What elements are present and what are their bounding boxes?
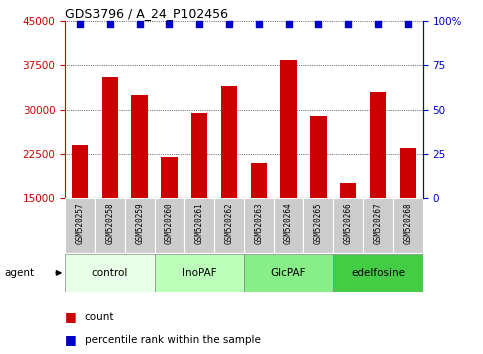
Text: percentile rank within the sample: percentile rank within the sample <box>85 335 260 345</box>
Text: GSM520261: GSM520261 <box>195 202 204 244</box>
Bar <box>340 183 356 198</box>
Bar <box>155 254 244 292</box>
Bar <box>244 198 274 253</box>
Text: ■: ■ <box>65 310 77 323</box>
Point <box>106 21 114 27</box>
Text: control: control <box>92 268 128 278</box>
Point <box>76 21 84 27</box>
Bar <box>251 163 267 198</box>
Text: GlcPAF: GlcPAF <box>271 268 306 278</box>
Text: GSM520258: GSM520258 <box>105 202 114 244</box>
Bar <box>185 198 214 253</box>
Bar <box>191 113 207 198</box>
Text: GSM520268: GSM520268 <box>403 202 412 244</box>
Bar <box>214 198 244 253</box>
Bar <box>393 198 423 253</box>
Text: GSM520265: GSM520265 <box>314 202 323 244</box>
Text: GDS3796 / A_24_P102456: GDS3796 / A_24_P102456 <box>65 7 228 20</box>
Bar <box>65 198 95 253</box>
Text: GSM520267: GSM520267 <box>373 202 383 244</box>
Point <box>285 21 293 27</box>
Text: GSM520260: GSM520260 <box>165 202 174 244</box>
Point <box>136 21 143 27</box>
Bar <box>102 77 118 198</box>
Bar <box>281 59 297 198</box>
Point <box>314 21 322 27</box>
Bar <box>274 198 303 253</box>
Text: GSM520259: GSM520259 <box>135 202 144 244</box>
Point <box>225 21 233 27</box>
Bar <box>161 157 178 198</box>
Point <box>344 21 352 27</box>
Text: InoPAF: InoPAF <box>182 268 216 278</box>
Point <box>404 21 412 27</box>
Point <box>195 21 203 27</box>
Point <box>374 21 382 27</box>
Bar <box>370 92 386 198</box>
Bar <box>363 198 393 253</box>
Bar <box>65 254 155 292</box>
Bar <box>303 198 333 253</box>
Bar <box>155 198 185 253</box>
Bar <box>333 254 423 292</box>
Text: GSM520264: GSM520264 <box>284 202 293 244</box>
Text: GSM520263: GSM520263 <box>255 202 263 244</box>
Text: GSM520266: GSM520266 <box>344 202 353 244</box>
Text: GSM520257: GSM520257 <box>76 202 85 244</box>
Text: agent: agent <box>5 268 35 278</box>
Bar <box>221 86 237 198</box>
Bar <box>244 254 333 292</box>
Bar <box>131 95 148 198</box>
Bar <box>399 148 416 198</box>
Bar <box>95 198 125 253</box>
Text: ■: ■ <box>65 333 77 346</box>
Text: edelfosine: edelfosine <box>351 268 405 278</box>
Text: GSM520262: GSM520262 <box>225 202 233 244</box>
Bar <box>310 116 327 198</box>
Bar <box>333 198 363 253</box>
Bar <box>72 145 88 198</box>
Text: count: count <box>85 312 114 322</box>
Point <box>166 21 173 27</box>
Point <box>255 21 263 27</box>
Bar <box>125 198 155 253</box>
